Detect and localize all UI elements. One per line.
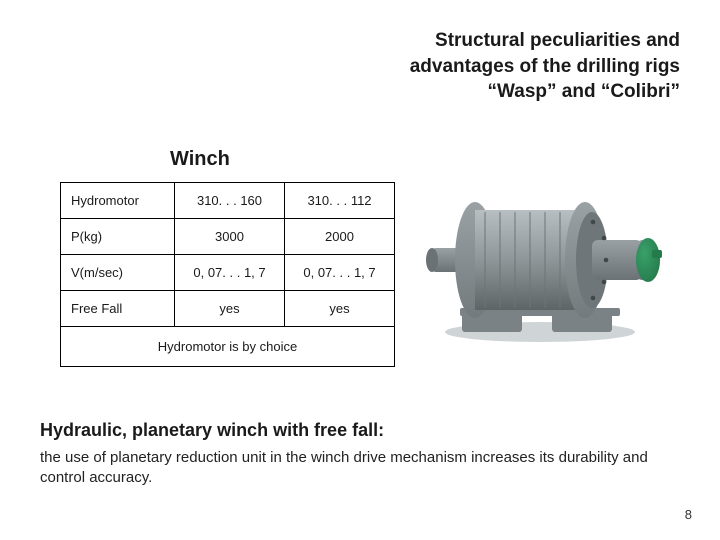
row-label: V(m/sec) [61, 255, 175, 291]
flange-bolt [591, 220, 596, 225]
row-cell: 310. . . 160 [175, 183, 285, 219]
row-cell: 3000 [175, 219, 285, 255]
winch-axle-left-cap [426, 248, 438, 272]
row-cell: 0, 07. . . 1, 7 [285, 255, 395, 291]
flange-bolt [604, 258, 609, 263]
spec-table: Hydromotor 310. . . 160 310. . . 112 P(k… [60, 182, 395, 367]
winch-motor-cap [636, 238, 660, 282]
title-line-3: “Wasp” and “Colibri” [410, 79, 680, 105]
flange-bolt [591, 296, 596, 301]
table-row: P(kg) 3000 2000 [61, 219, 395, 255]
table-footer: Hydromotor is by choice [61, 327, 395, 367]
flange-bolt [602, 280, 607, 285]
page-title: Structural peculiarities and advantages … [410, 28, 680, 105]
title-line-1: Structural peculiarities and [410, 28, 680, 54]
table-row: V(m/sec) 0, 07. . . 1, 7 0, 07. . . 1, 7 [61, 255, 395, 291]
row-cell: 2000 [285, 219, 395, 255]
table-row: Hydromotor 310. . . 160 310. . . 112 [61, 183, 395, 219]
subheading: Hydraulic, planetary winch with free fal… [40, 420, 384, 441]
winch-motor-port [652, 250, 662, 258]
row-cell: 0, 07. . . 1, 7 [175, 255, 285, 291]
row-cell: yes [175, 291, 285, 327]
table-row: Free Fall yes yes [61, 291, 395, 327]
flange-bolt [602, 236, 607, 241]
section-title: Winch [170, 148, 230, 171]
row-label: Hydromotor [61, 183, 175, 219]
title-line-2: advantages of the drilling rigs [410, 54, 680, 80]
row-cell: 310. . . 112 [285, 183, 395, 219]
page-number: 8 [685, 507, 692, 522]
body-text: the use of planetary reduction unit in t… [40, 448, 670, 489]
row-cell: yes [285, 291, 395, 327]
row-label: Free Fall [61, 291, 175, 327]
row-label: P(kg) [61, 219, 175, 255]
winch-illustration [420, 160, 680, 360]
table-footer-row: Hydromotor is by choice [61, 327, 395, 367]
